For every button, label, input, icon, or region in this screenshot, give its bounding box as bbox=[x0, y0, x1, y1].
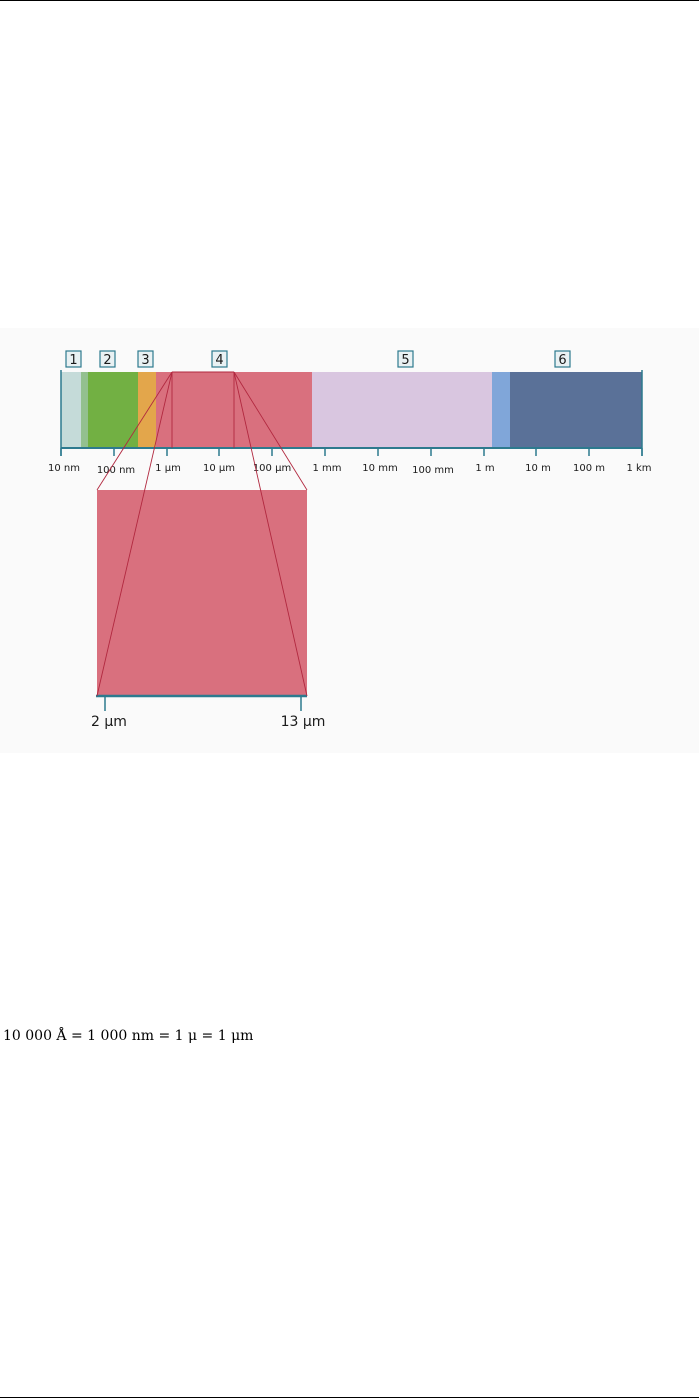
scale-label-100um: 100 µm bbox=[253, 463, 291, 474]
scale-label-100m: 100 m bbox=[573, 463, 605, 474]
scale-label-100nm: 100 nm bbox=[97, 465, 135, 476]
zoom-connector-outer-left bbox=[96, 371, 173, 491]
band-number-1-text: 1 bbox=[69, 353, 77, 368]
band-3-region bbox=[138, 372, 156, 448]
band-number-1: 1 bbox=[65, 350, 82, 368]
band-number-2-text: 2 bbox=[103, 353, 111, 368]
band-1-edge bbox=[81, 372, 88, 448]
band-5-region bbox=[312, 372, 492, 448]
zoom-connector-inner-right bbox=[233, 371, 308, 697]
zoom-connector-inner-left bbox=[96, 371, 173, 697]
zoom-start-label: 2 µm bbox=[91, 714, 127, 730]
scale-label-10um: 10 µm bbox=[203, 463, 235, 474]
scale-label-1mm: 1 mm bbox=[312, 463, 341, 474]
electromagnetic-spectrum-figure: 1 2 3 4 5 6 bbox=[0, 328, 699, 753]
band-number-6-text: 6 bbox=[558, 353, 566, 368]
scale-label-1um: 1 µm bbox=[155, 463, 181, 474]
band-number-4-text: 4 bbox=[215, 353, 223, 368]
band-number-5: 5 bbox=[397, 350, 414, 368]
band-number-6: 6 bbox=[554, 350, 571, 368]
unit-equation: 10 000 Å = 1 000 nm = 1 μ = 1 μm bbox=[3, 1028, 254, 1044]
page-top-rule bbox=[0, 0, 699, 1]
band-1-region bbox=[61, 372, 81, 448]
band-number-4: 4 bbox=[211, 350, 228, 368]
band-number-2: 2 bbox=[99, 350, 116, 368]
band-number-3-text: 3 bbox=[141, 353, 149, 368]
band-number-3: 3 bbox=[137, 350, 154, 368]
zoom-end-label: 13 µm bbox=[281, 714, 326, 730]
scale-label-10mm: 10 mm bbox=[362, 463, 397, 474]
band-5-edge bbox=[492, 372, 510, 448]
zoom-box bbox=[97, 490, 307, 696]
zoom-connector-outer-right bbox=[233, 371, 308, 491]
band-2-region bbox=[88, 372, 138, 448]
scale-label-100mm: 100 mm bbox=[412, 465, 454, 476]
scale-label-1km: 1 km bbox=[626, 463, 651, 474]
spectrum-svg: 1 2 3 4 5 6 bbox=[48, 350, 652, 730]
scale-label-1m: 1 m bbox=[475, 463, 494, 474]
band-number-5-text: 5 bbox=[401, 353, 409, 368]
scale-label-10nm: 10 nm bbox=[48, 463, 80, 474]
page-bottom-rule bbox=[0, 1397, 699, 1398]
scale-label-10m: 10 m bbox=[525, 463, 551, 474]
band-6-region bbox=[510, 372, 642, 448]
